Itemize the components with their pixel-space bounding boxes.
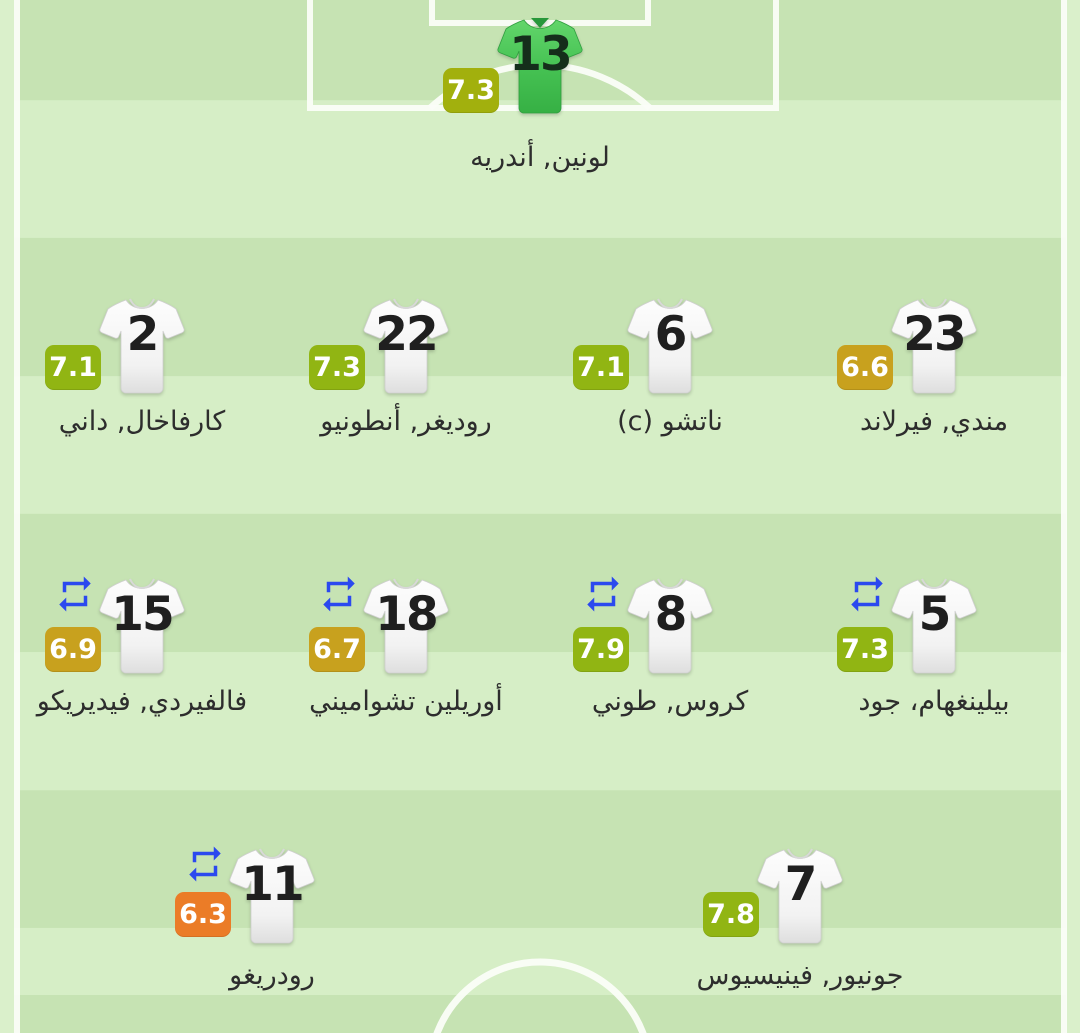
- player-rating-badge: 7.1: [573, 345, 629, 390]
- rating-value: 7.3: [841, 634, 889, 665]
- player-name: لونين, أندريه: [470, 142, 610, 173]
- rating-value: 6.6: [841, 352, 889, 383]
- rating-value: 7.1: [49, 352, 97, 383]
- rating-value: 6.7: [313, 634, 361, 665]
- rating-value: 7.8: [707, 899, 755, 930]
- player-jersey: 11: [227, 848, 317, 944]
- player-jersey: 23: [889, 298, 979, 394]
- player-jersey: 2: [97, 298, 187, 394]
- rating-value: 7.1: [577, 352, 625, 383]
- rating-value: 6.3: [179, 899, 227, 930]
- center-circle: [433, 958, 647, 1033]
- jersey-number: 22: [375, 307, 438, 362]
- jersey-number: 5: [918, 587, 952, 642]
- player-name: كروس, طوني: [591, 686, 749, 717]
- player-rating-badge: 6.7: [309, 627, 365, 672]
- player-name: روديغر, أنطونيو: [320, 406, 492, 437]
- rating-value: 6.9: [49, 634, 97, 665]
- player-rating-badge: 7.1: [45, 345, 101, 390]
- outfield-jersey-icon: [627, 298, 713, 394]
- player-jersey: 5: [889, 578, 979, 674]
- rating-value: 7.9: [577, 634, 625, 665]
- player-rating-badge: 7.3: [837, 627, 893, 672]
- outfield-jersey-icon: [627, 578, 713, 674]
- jersey-number: 13: [509, 27, 572, 82]
- jersey-number: 15: [111, 587, 174, 642]
- player-name: بيلينغهام، جود: [858, 686, 1010, 717]
- outfield-jersey-icon: [99, 298, 185, 394]
- player-jersey: 13: [495, 18, 585, 114]
- substitution-icon: [323, 576, 355, 612]
- player-rating-badge: 6.6: [837, 345, 893, 390]
- player-name: رودريغو: [229, 960, 315, 991]
- player-rating-badge: 7.8: [703, 892, 759, 937]
- player-rating-badge: 7.3: [443, 68, 499, 113]
- substitution-icon: [59, 576, 91, 612]
- jersey-number: 18: [375, 587, 438, 642]
- player-jersey: 6: [625, 298, 715, 394]
- outfield-jersey-icon: [229, 848, 315, 944]
- outfield-jersey-icon: [757, 848, 843, 944]
- substitution-icon: [189, 846, 221, 882]
- player-name: فالفيردي, فيديريكو: [36, 686, 248, 717]
- outfield-jersey-icon: [891, 578, 977, 674]
- rating-value: 7.3: [447, 75, 495, 106]
- player-jersey: 15: [97, 578, 187, 674]
- player-name: أوريلين تشواميني: [309, 686, 503, 717]
- jersey-number: 6: [654, 307, 688, 362]
- substitution-icon: [851, 576, 883, 612]
- jersey-number: 23: [903, 307, 966, 362]
- goalkeeper-jersey-icon: [497, 18, 583, 114]
- jersey-number: 8: [654, 587, 688, 642]
- player-name: كارفاخال, داني: [58, 406, 226, 437]
- jersey-number: 2: [126, 307, 160, 362]
- player-rating-badge: 6.3: [175, 892, 231, 937]
- player-name: مندي, فيرلاند: [859, 406, 1009, 437]
- player-name: ناتشو (c): [617, 406, 723, 437]
- player-jersey: 22: [361, 298, 451, 394]
- outfield-jersey-icon: [363, 298, 449, 394]
- rating-value: 7.3: [313, 352, 361, 383]
- player-jersey: 7: [755, 848, 845, 944]
- player-jersey: 18: [361, 578, 451, 674]
- jersey-number: 11: [241, 857, 304, 912]
- player-rating-badge: 7.9: [573, 627, 629, 672]
- outfield-jersey-icon: [99, 578, 185, 674]
- outfield-jersey-icon: [363, 578, 449, 674]
- player-rating-badge: 6.9: [45, 627, 101, 672]
- pitch-right-margin: [1066, 0, 1080, 1033]
- player-jersey: 8: [625, 578, 715, 674]
- outfield-jersey-icon: [891, 298, 977, 394]
- jersey-number: 7: [784, 857, 818, 912]
- pitch-left-margin: [0, 0, 14, 1033]
- player-name: جونيور, فينيسيوس: [696, 960, 904, 991]
- player-rating-badge: 7.3: [309, 345, 365, 390]
- substitution-icon: [587, 576, 619, 612]
